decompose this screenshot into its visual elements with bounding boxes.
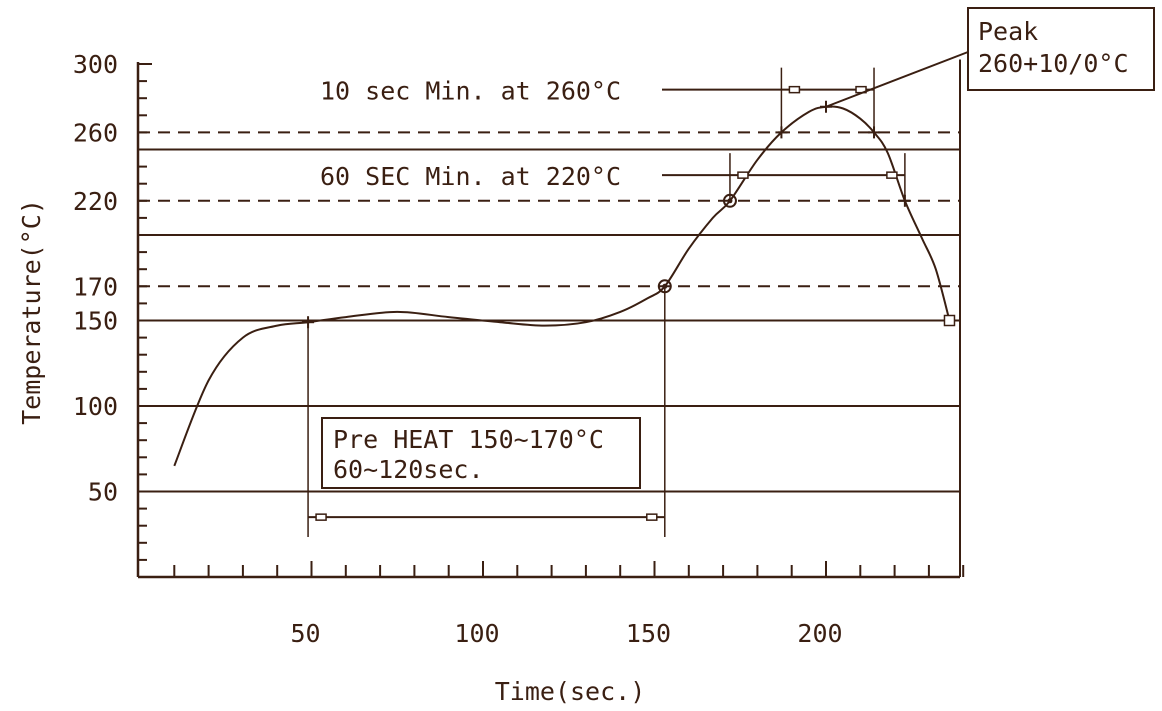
x-tick-label-50: 50 (290, 619, 320, 648)
x-tick-label-200: 200 (797, 619, 842, 648)
x-tick-labels: 50 100 150 200 (290, 619, 842, 648)
x-tick-label-100: 100 (454, 619, 499, 648)
preheat-range-head-left (315, 513, 327, 521)
marker-49 (302, 316, 315, 329)
peak-label-box: Peak 260+10/0°C (967, 7, 1155, 91)
preheat-range (308, 513, 665, 521)
peak-label-line1: Peak (978, 17, 1038, 46)
at220-range-head-right (886, 171, 898, 179)
x-tick-label-150: 150 (626, 619, 671, 648)
temperature-series (173, 105, 951, 467)
y-tick-labels: 50 100 150 170 220 260 300 (73, 50, 118, 507)
preheat-range-head-right (646, 513, 658, 521)
y-tick-label-300: 300 (73, 50, 118, 79)
peak-leader (825, 51, 969, 108)
preheat-label-line2: 60~120sec. (333, 455, 484, 484)
annotations: Pre HEAT 150~170°C60~120sec. 60 SEC Min. … (308, 7, 1155, 521)
y-tick-label-220: 220 (73, 187, 118, 216)
marker-153 (657, 279, 672, 294)
marker-223 (898, 194, 911, 207)
at260-range (781, 85, 875, 94)
axes (136, 59, 961, 579)
data-markers (302, 100, 956, 329)
marker-dot (662, 283, 668, 289)
marker-ring (722, 193, 737, 208)
y-tick-label-170: 170 (73, 272, 118, 301)
marker-172 (722, 193, 737, 208)
at260-range-head-left (788, 85, 801, 94)
at260-label: 10 sec Min. at 260°C (320, 77, 621, 106)
marker-dot (727, 198, 733, 204)
range-drop-lines (307, 67, 906, 537)
gridlines (138, 131, 960, 493)
y-tick-label-50: 50 (88, 478, 118, 507)
preheat-label-box: Pre HEAT 150~170°C60~120sec. (321, 417, 641, 489)
marker-187 (775, 126, 788, 139)
at220-range (729, 171, 905, 179)
marker-box (943, 314, 956, 327)
tick-marks (138, 63, 965, 577)
y-tick-label-260: 260 (73, 118, 118, 147)
at220-range-head-left (737, 171, 749, 179)
preheat-label-line1: Pre HEAT 150~170°C (333, 425, 604, 454)
peak-box-frame (967, 7, 1155, 91)
marker-236 (943, 314, 956, 327)
marker-ring (657, 279, 672, 294)
y-axis-label: Temperature(°C) (17, 199, 46, 425)
preheat-box-frame (321, 417, 641, 489)
at220-label: 60 SEC Min. at 220°C (320, 162, 621, 191)
y-tick-label-150: 150 (73, 307, 118, 336)
peak-label-line2: 260+10/0°C (978, 49, 1129, 78)
temperature-curve (173, 105, 951, 467)
y-tick-label-100: 100 (73, 392, 118, 421)
marker-214 (868, 126, 881, 139)
x-axis-label: Time(sec.) (495, 677, 646, 706)
